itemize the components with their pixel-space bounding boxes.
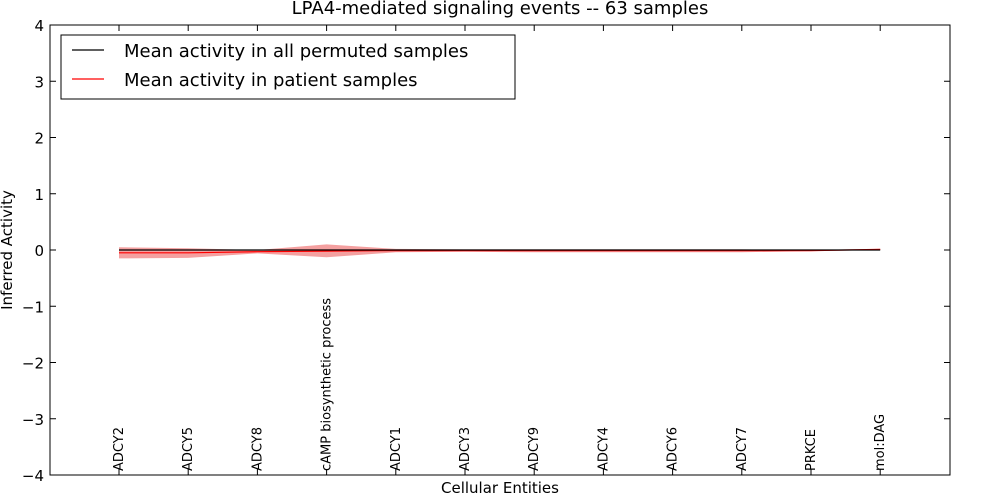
y-tick-label: 1 xyxy=(34,186,44,204)
y-tick-label: −3 xyxy=(22,411,44,429)
category-label: ADCY1 xyxy=(389,427,404,471)
series-line-layer xyxy=(119,248,881,254)
chart-title: LPA4-mediated signaling events -- 63 sam… xyxy=(292,0,709,19)
category-label: PRKCE xyxy=(804,429,819,471)
legend-label-permuted: Mean activity in all permuted samples xyxy=(124,41,468,62)
category-label: ADCY5 xyxy=(181,427,196,471)
y-tick-label: 2 xyxy=(34,130,44,148)
patient-confidence-band xyxy=(119,244,881,259)
y-tick-label: −4 xyxy=(22,467,44,485)
category-label: ADCY3 xyxy=(458,427,473,471)
legend-label-patient: Mean activity in patient samples xyxy=(124,70,418,91)
y-tick-label: −1 xyxy=(22,298,44,316)
category-label: ADCY4 xyxy=(596,427,611,471)
tick-layer: 4 3 2 1 0 −1 −2 −3 −4 xyxy=(22,17,950,485)
plot-frame xyxy=(49,24,951,476)
category-label-layer: ADCY2 ADCY5 ADCY8 cAMP biosynthetic process… xyxy=(112,298,888,471)
x-axis-label: Cellular Entities xyxy=(441,479,559,497)
y-tick-label: −2 xyxy=(22,355,44,373)
category-label: ADCY6 xyxy=(666,427,681,471)
y-axis-label: Inferred Activity xyxy=(0,190,16,310)
category-label: ADCY2 xyxy=(112,427,127,471)
category-label: mol:DAG xyxy=(873,414,888,471)
y-tick-label: 0 xyxy=(34,242,44,260)
legend-box xyxy=(60,34,516,100)
category-label: ADCY7 xyxy=(735,427,750,471)
category-label: ADCY8 xyxy=(250,427,265,471)
y-tick-label: 4 xyxy=(34,17,44,35)
y-tick-label: 3 xyxy=(34,73,44,91)
confidence-band-layer xyxy=(119,244,881,259)
legend: Mean activity in all permuted samples Me… xyxy=(60,34,516,100)
category-label: ADCY9 xyxy=(527,427,542,471)
category-label: cAMP biosynthetic process xyxy=(320,298,335,471)
